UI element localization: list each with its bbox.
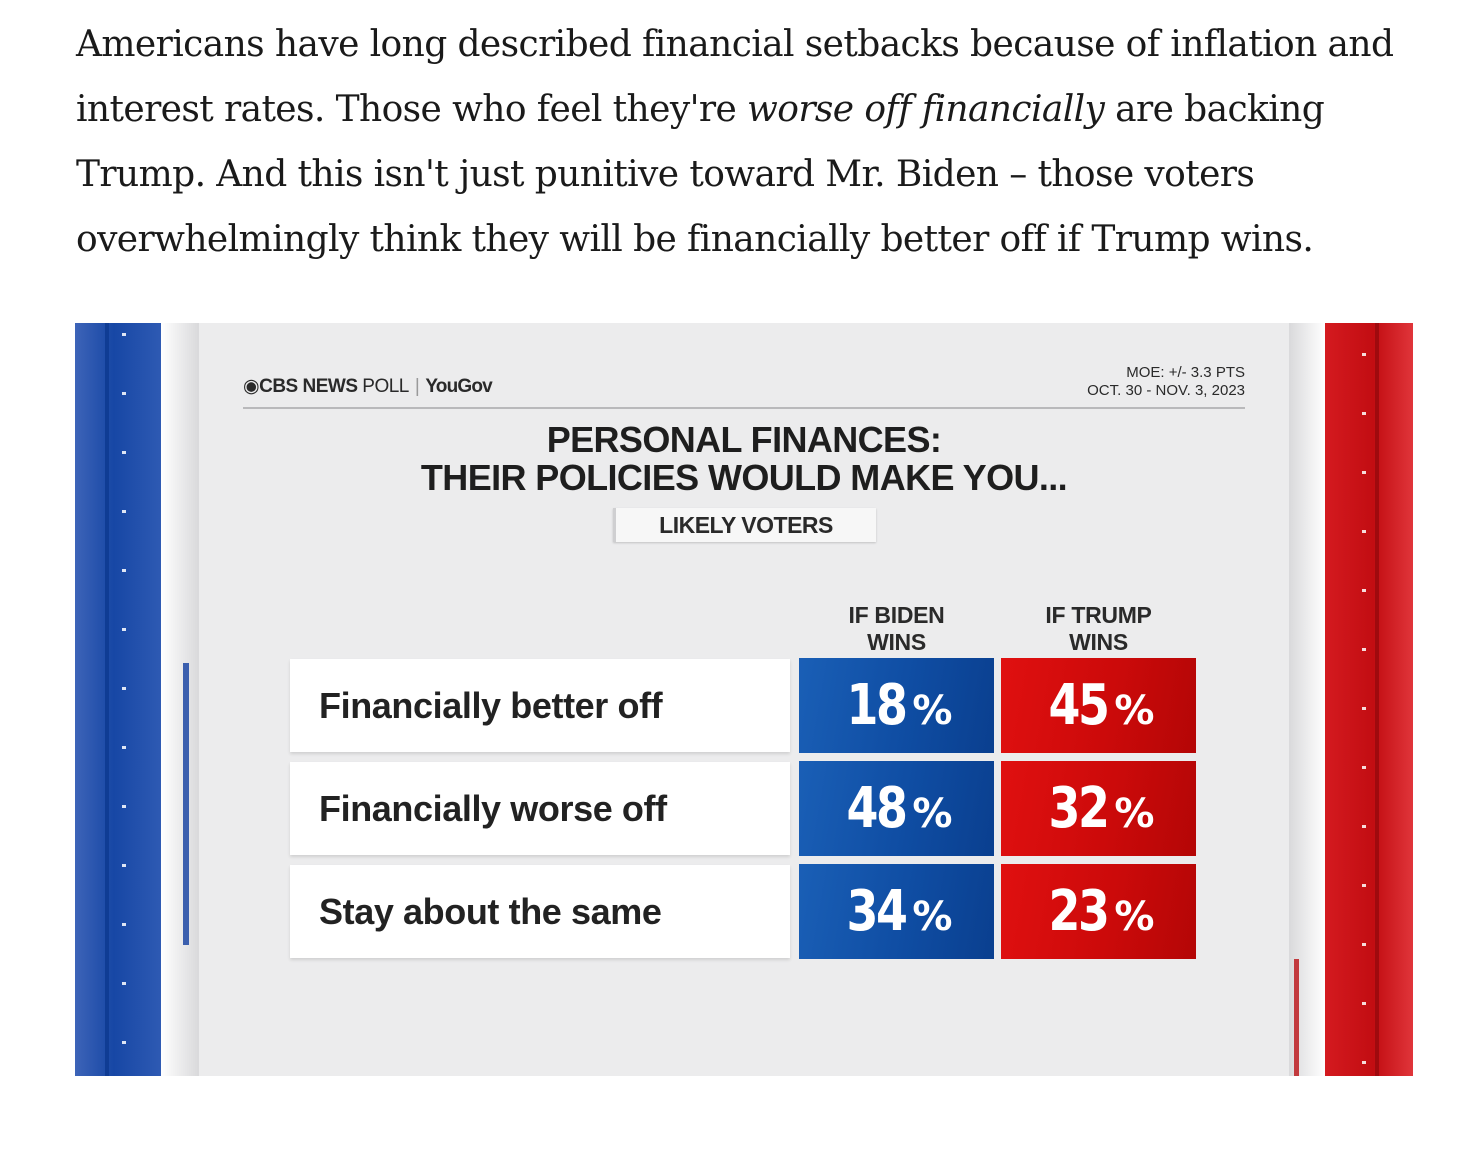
frame-dash xyxy=(1362,353,1366,356)
frame-dash xyxy=(1362,1002,1366,1005)
value-number: 18 xyxy=(846,673,908,738)
frame-dash xyxy=(122,864,126,867)
frame-dash xyxy=(1362,530,1366,533)
column-header-biden-line2: WINS xyxy=(867,629,926,655)
frame-dash xyxy=(122,687,126,690)
percent-sign: % xyxy=(912,894,953,940)
brand-cbs-news: CBS NEWS xyxy=(259,376,358,397)
frame-dash xyxy=(122,1041,126,1044)
value-number: 48 xyxy=(846,776,908,841)
value-cell-trump: 32% xyxy=(1001,761,1196,856)
frame-dash xyxy=(122,392,126,395)
stage-frame-decoration xyxy=(75,323,1413,1076)
percent-sign: % xyxy=(1114,688,1155,734)
value-cell-biden: 48% xyxy=(799,761,994,856)
frame-dash xyxy=(122,451,126,454)
frame-dash xyxy=(122,628,126,631)
value-number: 34 xyxy=(846,879,908,944)
frame-dash xyxy=(122,923,126,926)
value-cell-trump: 45% xyxy=(1001,658,1196,753)
column-header-biden: IF BIDEN WINS xyxy=(799,602,994,656)
subtitle-badge: LIKELY VOTERS xyxy=(613,508,876,542)
value-number: 45 xyxy=(1048,673,1110,738)
article-paragraph: Americans have long described financial … xyxy=(76,12,1416,272)
frame-dash xyxy=(1362,589,1366,592)
cbs-eye-icon: ◉ xyxy=(243,376,260,397)
row-label: Financially better off xyxy=(290,659,790,752)
frame-dash xyxy=(1362,825,1366,828)
frame-dash xyxy=(1362,1061,1366,1064)
percent-sign: % xyxy=(912,688,953,734)
poll-dates: OCT. 30 - NOV. 3, 2023 xyxy=(1087,382,1245,399)
row-label: Stay about the same xyxy=(290,865,790,958)
chart-title: PERSONAL FINANCES: THEIR POLICIES WOULD … xyxy=(243,421,1245,497)
frame-dash xyxy=(1362,412,1366,415)
value-cell-biden: 18% xyxy=(799,658,994,753)
article-text-part1: Americans have long described financial … xyxy=(76,24,1394,130)
column-header-trump-line1: IF TRUMP xyxy=(1045,602,1152,628)
frame-dash xyxy=(122,982,126,985)
margin-of-error: MOE: +/- 3.3 PTS xyxy=(1126,364,1245,381)
column-header-trump-line2: WINS xyxy=(1069,629,1128,655)
frame-dash xyxy=(122,746,126,749)
poll-graphic: ◉CBS NEWS POLL | YouGov MOE: +/- 3.3 PTS O… xyxy=(75,323,1413,1076)
value-cell-biden: 34% xyxy=(799,864,994,959)
frame-dash xyxy=(1362,884,1366,887)
frame-dash xyxy=(1362,471,1366,474)
frame-dash xyxy=(122,805,126,808)
percent-sign: % xyxy=(912,791,953,837)
article-text-part2: are backing Trump. And this isn't just p… xyxy=(76,89,1325,260)
frame-dash xyxy=(122,333,126,336)
percent-sign: % xyxy=(1114,791,1155,837)
value-number: 32 xyxy=(1048,776,1110,841)
column-header-biden-line1: IF BIDEN xyxy=(848,602,945,628)
brand-poll: POLL xyxy=(362,376,409,397)
column-header-trump: IF TRUMP WINS xyxy=(1001,602,1196,656)
frame-dash xyxy=(1362,766,1366,769)
frame-dash xyxy=(122,510,126,513)
chart-title-line1: PERSONAL FINANCES: xyxy=(546,419,942,460)
frame-dash xyxy=(1362,943,1366,946)
header-divider xyxy=(243,407,1245,409)
brand-logo: ◉CBS NEWS POLL | YouGov xyxy=(243,375,493,398)
frame-dash xyxy=(1362,707,1366,710)
row-label: Financially worse off xyxy=(290,762,790,855)
percent-sign: % xyxy=(1114,894,1155,940)
brand-yougov: YouGov xyxy=(425,376,492,397)
brand-separator: | xyxy=(414,376,420,397)
chart-title-line2: THEIR POLICIES WOULD MAKE YOU... xyxy=(420,457,1068,498)
frame-dash xyxy=(1362,648,1366,651)
poll-meta: MOE: +/- 3.3 PTS OCT. 30 - NOV. 3, 2023 xyxy=(1087,364,1245,400)
value-cell-trump: 23% xyxy=(1001,864,1196,959)
frame-dash xyxy=(122,569,126,572)
value-number: 23 xyxy=(1048,879,1110,944)
article-emphasis: worse off financially xyxy=(747,89,1105,130)
